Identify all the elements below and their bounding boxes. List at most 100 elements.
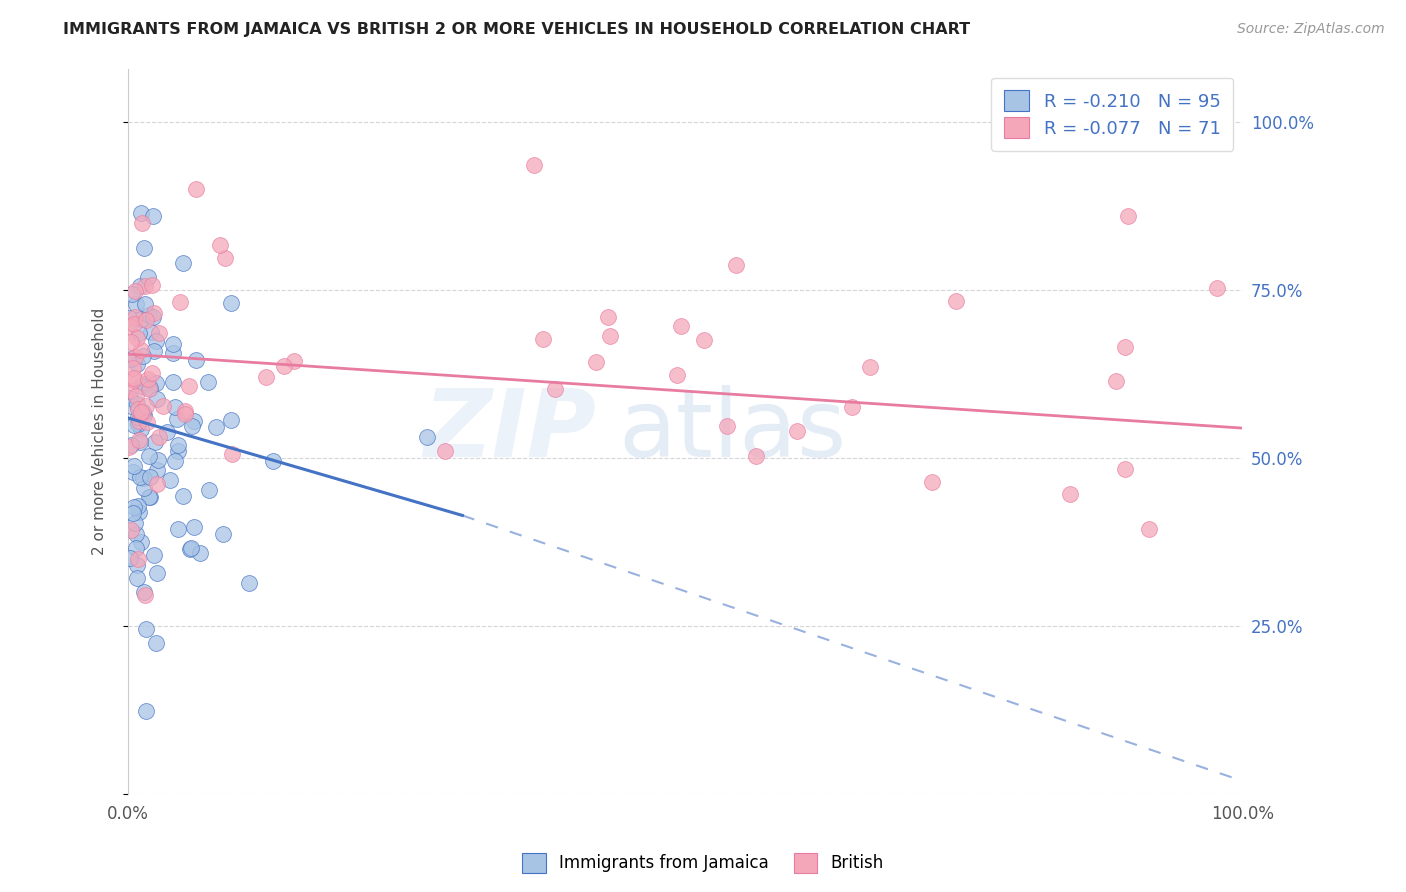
Point xyxy=(725,258,748,272)
Point xyxy=(172,255,194,269)
Point xyxy=(211,526,233,541)
Point xyxy=(221,447,243,461)
Point xyxy=(129,378,152,392)
Point xyxy=(139,490,162,504)
Point xyxy=(745,450,768,464)
Point xyxy=(127,552,149,566)
Point xyxy=(183,414,205,428)
Point xyxy=(132,481,155,495)
Point xyxy=(148,326,170,340)
Point xyxy=(129,434,152,449)
Point xyxy=(141,278,163,293)
Point xyxy=(124,351,146,365)
Point xyxy=(134,278,156,293)
Point xyxy=(131,215,153,229)
Point xyxy=(135,399,157,413)
Point xyxy=(142,343,165,358)
Point xyxy=(122,373,145,387)
Point xyxy=(138,308,160,322)
Point xyxy=(219,412,242,426)
Point xyxy=(162,375,184,389)
Point xyxy=(142,310,165,324)
Point xyxy=(146,463,169,477)
Point xyxy=(172,489,194,503)
Point xyxy=(209,237,232,252)
Point xyxy=(125,331,148,345)
Point xyxy=(121,287,143,301)
Point xyxy=(219,296,242,310)
Point xyxy=(163,400,186,414)
Point xyxy=(179,541,201,556)
Point xyxy=(254,370,277,384)
Point xyxy=(128,414,150,428)
Point xyxy=(523,158,546,172)
Point xyxy=(145,376,167,390)
Point xyxy=(197,483,219,497)
Point xyxy=(433,443,456,458)
Point xyxy=(131,343,153,358)
Point xyxy=(118,383,141,397)
Point xyxy=(197,376,219,390)
Point xyxy=(124,310,146,324)
Point xyxy=(127,417,149,431)
Point xyxy=(205,420,228,434)
Point xyxy=(859,360,882,375)
Point xyxy=(132,404,155,418)
Point xyxy=(671,319,693,334)
Point xyxy=(134,241,156,255)
Point xyxy=(1105,374,1128,388)
Point xyxy=(716,419,738,434)
Point xyxy=(136,415,159,429)
Point xyxy=(128,326,150,341)
Point xyxy=(156,425,179,439)
Point xyxy=(134,377,156,392)
Point xyxy=(945,293,967,308)
Point xyxy=(122,317,145,331)
Point xyxy=(273,359,295,374)
Point xyxy=(693,333,716,347)
Point xyxy=(146,453,169,467)
Point xyxy=(129,278,152,293)
Point xyxy=(129,405,152,419)
Point xyxy=(1137,522,1160,536)
Point xyxy=(120,438,142,452)
Point xyxy=(544,382,567,396)
Point xyxy=(127,409,149,424)
Point xyxy=(118,318,141,333)
Point xyxy=(148,430,170,444)
Text: IMMIGRANTS FROM JAMAICA VS BRITISH 2 OR MORE VEHICLES IN HOUSEHOLD CORRELATION C: IMMIGRANTS FROM JAMAICA VS BRITISH 2 OR … xyxy=(63,22,970,37)
Point xyxy=(786,424,808,438)
Point xyxy=(181,418,204,433)
Point xyxy=(121,465,143,479)
Point xyxy=(139,326,162,340)
Point xyxy=(180,541,202,556)
Point xyxy=(118,550,141,565)
Point xyxy=(128,433,150,447)
Point xyxy=(1059,487,1081,501)
Point xyxy=(152,399,174,413)
Point xyxy=(143,435,166,450)
Point xyxy=(122,506,145,520)
Point xyxy=(132,408,155,422)
Point xyxy=(166,412,188,426)
Point xyxy=(124,516,146,530)
Point xyxy=(921,475,943,489)
Point xyxy=(132,585,155,599)
Point xyxy=(135,313,157,327)
Point xyxy=(125,397,148,411)
Point xyxy=(125,358,148,372)
Point xyxy=(145,566,167,581)
Point xyxy=(1114,462,1136,476)
Point xyxy=(145,636,167,650)
Point xyxy=(416,430,439,444)
Point xyxy=(139,469,162,483)
Point xyxy=(129,408,152,422)
Point xyxy=(138,490,160,504)
Point xyxy=(238,576,260,591)
Point xyxy=(125,526,148,541)
Point xyxy=(183,520,205,534)
Point xyxy=(262,453,284,467)
Point xyxy=(138,449,160,463)
Point xyxy=(122,371,145,385)
Point xyxy=(1116,209,1139,223)
